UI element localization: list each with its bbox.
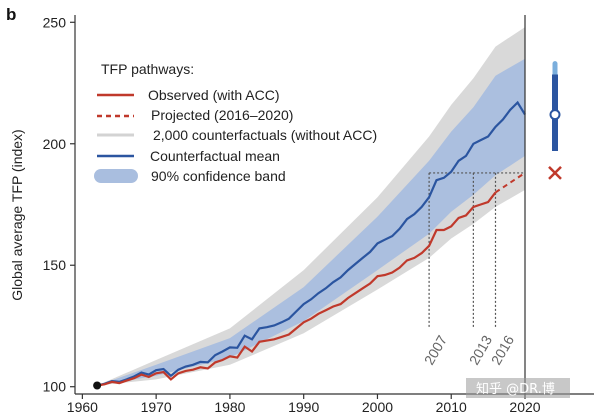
legend: TFP pathways: Observed (with ACC) Projec…	[94, 61, 377, 184]
annotation-2007: 2007	[421, 332, 451, 367]
x-tick-label-2010: 2010	[436, 399, 467, 415]
x-tick-label-2000: 2000	[362, 399, 393, 415]
legend-label-mean: Counterfactual mean	[150, 148, 280, 164]
watermark-bg	[466, 378, 570, 398]
series-counterfactual-mean	[96, 100, 526, 387]
projection-observed-marker	[548, 166, 562, 180]
x-tick-label-1970: 1970	[141, 399, 172, 415]
legend-title: TFP pathways:	[101, 61, 194, 77]
y-tick-label-250: 250	[43, 14, 67, 30]
x-tick-label-2020: 2020	[509, 399, 540, 415]
axis-ticks: 1960 1970 1980 1990 2000 2010 2020 100 150 200 250	[43, 14, 541, 415]
plot-area	[93, 27, 562, 390]
confidence-band-90	[97, 58, 525, 386]
counterfactuals-band	[97, 27, 525, 386]
x-tick-label-1990: 1990	[288, 399, 319, 415]
y-axis-title: Global average TFP (index)	[9, 129, 25, 300]
start-point	[93, 381, 102, 390]
legend-swatch-band	[94, 169, 138, 183]
x-tick-label-1960: 1960	[67, 399, 98, 415]
legend-label-projected: Projected (2016–2020)	[151, 107, 293, 123]
panel-label: b	[6, 5, 16, 24]
legend-label-counterfactuals: 2,000 counterfactuals (without ACC)	[153, 127, 377, 143]
y-tick-label-150: 150	[43, 257, 67, 273]
legend-label-observed: Observed (with ACC)	[148, 87, 279, 103]
watermark: 知乎 @DR.博	[476, 381, 555, 397]
series-observed	[96, 191, 497, 387]
legend-label-band: 90% confidence band	[151, 168, 286, 184]
annotation-2016: 2016	[488, 332, 518, 367]
projection-mean-marker	[549, 109, 561, 121]
series-projected	[494, 172, 526, 194]
x-tick-label-1980: 1980	[214, 399, 245, 415]
y-tick-label-200: 200	[43, 136, 67, 152]
y-tick-label-100: 100	[43, 379, 67, 395]
